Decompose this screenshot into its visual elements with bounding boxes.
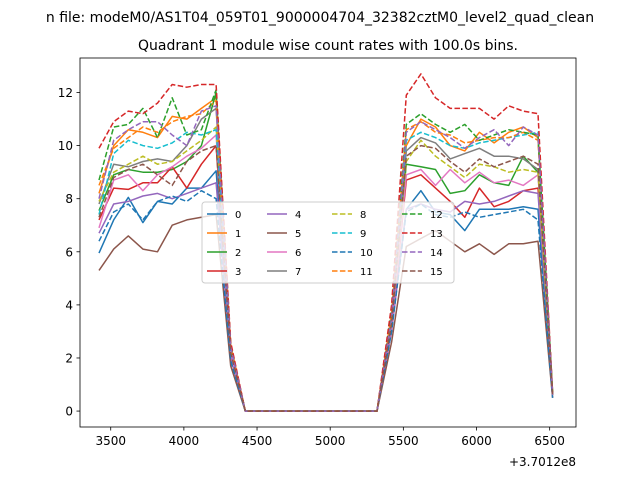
legend-label-12: 12: [430, 210, 443, 221]
legend-label-9: 9: [360, 229, 366, 240]
x-tick-label: 4000: [169, 434, 200, 448]
chart-title: Quadrant 1 module wise count rates with …: [138, 38, 518, 54]
legend-label-13: 13: [430, 229, 443, 240]
x-tick-label: 6500: [534, 434, 565, 448]
series-line-11: [98, 99, 554, 412]
x-tick-label: 4500: [242, 434, 273, 448]
figure-suptitle: n file: modeM0/AS1T04_059T01_9000004704_…: [46, 10, 594, 26]
series-line-10: [98, 189, 554, 412]
y-tick-label: 6: [65, 245, 73, 259]
legend-label-8: 8: [360, 210, 366, 221]
legend-label-15: 15: [430, 267, 443, 278]
legend-label-1: 1: [235, 229, 241, 240]
y-tick-label: 10: [58, 139, 73, 153]
x-tick-label: 5500: [388, 434, 419, 448]
legend-label-11: 11: [360, 267, 373, 278]
y-tick-label: 12: [58, 86, 73, 100]
legend-label-0: 0: [235, 210, 241, 221]
x-offset-label: +3.7012e8: [509, 455, 576, 469]
y-tick-label: 4: [65, 298, 73, 312]
legend-label-6: 6: [295, 248, 301, 259]
y-tick-label: 0: [65, 405, 73, 419]
x-tick-label: 6000: [461, 434, 492, 448]
legend-label-5: 5: [295, 229, 301, 240]
x-axis-ticks: 3500 4000 4500 5000 5500 6000 6500: [95, 427, 565, 448]
legend-label-7: 7: [295, 267, 301, 278]
legend-box: [201, 201, 455, 284]
series-line-15: [98, 144, 554, 412]
y-tick-label: 2: [65, 351, 73, 365]
series-line-14: [98, 105, 554, 412]
legend-label-4: 4: [295, 210, 301, 221]
series-lines: [98, 73, 554, 412]
legend-label-3: 3: [235, 267, 241, 278]
y-tick-label: 8: [65, 192, 73, 206]
plot-frame: [79, 57, 577, 428]
legend-label-10: 10: [360, 248, 373, 259]
y-axis-ticks: 0 2 4 6 8 10 12: [58, 86, 80, 419]
legend-label-2: 2: [235, 248, 241, 259]
x-tick-label: 3500: [95, 434, 126, 448]
legend-label-14: 14: [430, 248, 443, 259]
x-tick-label: 5000: [315, 434, 346, 448]
